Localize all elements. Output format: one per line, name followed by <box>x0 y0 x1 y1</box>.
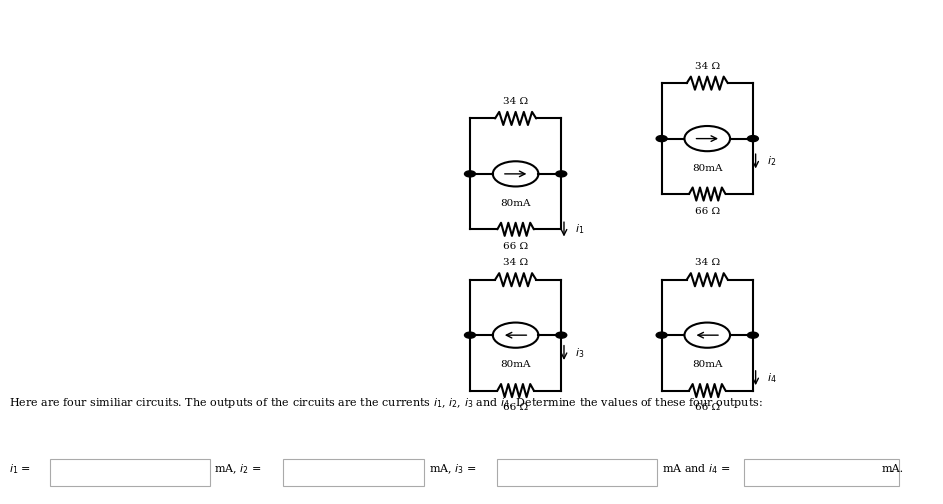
Circle shape <box>748 136 758 142</box>
Circle shape <box>656 332 667 338</box>
Text: $i_1$ =: $i_1$ = <box>9 462 31 476</box>
Circle shape <box>465 171 475 177</box>
Text: 80mA: 80mA <box>501 199 531 208</box>
Circle shape <box>555 171 567 177</box>
Text: $i_1$: $i_1$ <box>575 222 585 236</box>
Text: 66 Ω: 66 Ω <box>503 403 528 412</box>
Circle shape <box>656 136 667 142</box>
Text: 66 Ω: 66 Ω <box>503 242 528 251</box>
Text: 34 Ω: 34 Ω <box>503 258 528 267</box>
Text: $i_2$: $i_2$ <box>767 154 776 168</box>
Text: 34 Ω: 34 Ω <box>695 258 720 267</box>
Text: 80mA: 80mA <box>501 360 531 369</box>
Text: 34 Ω: 34 Ω <box>503 97 528 106</box>
FancyBboxPatch shape <box>497 459 657 486</box>
Text: 66 Ω: 66 Ω <box>695 207 720 216</box>
Text: 80mA: 80mA <box>692 360 722 369</box>
Text: $i_4$: $i_4$ <box>767 371 776 385</box>
Circle shape <box>748 332 758 338</box>
Text: 66 Ω: 66 Ω <box>695 403 720 412</box>
Circle shape <box>465 332 475 338</box>
Text: mA, $i_3$ =: mA, $i_3$ = <box>429 462 476 475</box>
FancyBboxPatch shape <box>50 459 210 486</box>
Text: 34 Ω: 34 Ω <box>695 61 720 71</box>
FancyBboxPatch shape <box>744 459 899 486</box>
Text: 80mA: 80mA <box>692 164 722 173</box>
Circle shape <box>555 332 567 338</box>
Text: mA.: mA. <box>882 464 903 474</box>
Text: $i_3$: $i_3$ <box>575 346 585 360</box>
Text: Here are four similiar circuits. The outputs of the circuits are the currents $i: Here are four similiar circuits. The out… <box>9 396 763 410</box>
Text: mA, $i_2$ =: mA, $i_2$ = <box>214 462 262 475</box>
FancyBboxPatch shape <box>283 459 424 486</box>
Text: mA and $i_4$ =: mA and $i_4$ = <box>662 462 730 476</box>
